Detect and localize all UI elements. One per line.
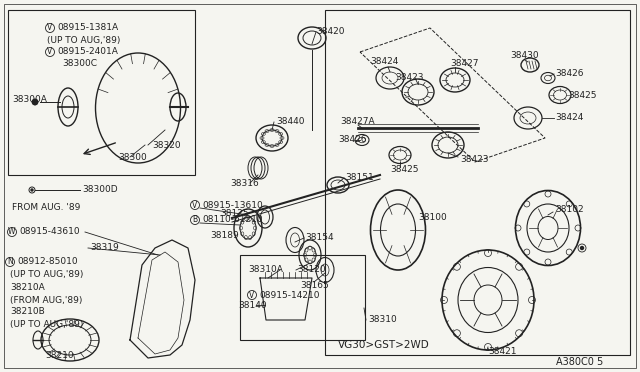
Text: 38210A: 38210A [10,283,45,292]
Text: 38151: 38151 [345,173,374,183]
Text: 38310A: 38310A [248,266,283,275]
Text: 38210B: 38210B [10,308,45,317]
Text: 38423: 38423 [395,74,424,83]
Bar [325,10,630,355]
Text: 08915-14210: 08915-14210 [259,291,319,299]
Text: 08110-61210: 08110-61210 [202,215,262,224]
Text: 38430: 38430 [510,51,539,60]
Circle shape [8,228,17,237]
Text: 38120: 38120 [297,266,326,275]
Text: (UP TO AUG,'89): (UP TO AUG,'89) [10,270,83,279]
Text: 38100: 38100 [418,214,447,222]
Text: 38423: 38423 [460,155,488,164]
Text: 38125: 38125 [220,208,248,218]
Text: 38426: 38426 [555,68,584,77]
Text: 38300: 38300 [118,153,147,161]
Text: 38424: 38424 [370,58,398,67]
Circle shape [6,257,15,266]
Circle shape [191,215,200,224]
Circle shape [32,99,38,105]
Text: 38426: 38426 [338,135,367,144]
Text: 38300A: 38300A [12,94,47,103]
Text: 08915-2401A: 08915-2401A [57,48,118,57]
Text: A380C0 5: A380C0 5 [556,357,604,367]
Circle shape [31,189,33,191]
Text: 08915-43610: 08915-43610 [19,228,79,237]
Circle shape [580,247,584,250]
Circle shape [45,48,54,57]
Text: V: V [47,48,52,57]
Text: N: N [7,257,13,266]
Text: 38300D: 38300D [82,186,118,195]
Bar [240,255,365,340]
Text: 38165: 38165 [300,282,329,291]
Text: 38440: 38440 [276,118,305,126]
Text: (UP TO AUG,'89): (UP TO AUG,'89) [47,35,120,45]
Text: FROM AUG. '89: FROM AUG. '89 [12,203,81,212]
Text: 38189: 38189 [210,231,239,240]
Text: 38425: 38425 [390,166,419,174]
Circle shape [33,99,38,105]
Text: 38210: 38210 [45,350,74,359]
Text: 38319: 38319 [90,244,119,253]
Text: 38102: 38102 [555,205,584,215]
Text: 38424: 38424 [555,113,584,122]
Text: 08912-85010: 08912-85010 [17,257,77,266]
Circle shape [191,201,200,209]
Text: 38310: 38310 [368,315,397,324]
Text: 38154: 38154 [305,232,333,241]
Text: 38140: 38140 [238,301,267,310]
Text: 08915-13610: 08915-13610 [202,201,263,209]
Text: V: V [193,201,198,209]
Text: 38425: 38425 [568,90,596,99]
Text: 08915-1381A: 08915-1381A [57,23,118,32]
Text: 38300C: 38300C [62,60,97,68]
Text: B: B [193,215,198,224]
Circle shape [248,291,257,299]
Text: 38427A: 38427A [340,118,374,126]
Text: V: V [47,23,52,32]
Text: V: V [250,291,255,299]
Text: VG30>GST>2WD: VG30>GST>2WD [338,340,429,350]
Text: 38320: 38320 [152,141,180,150]
Text: 38316: 38316 [230,179,259,187]
Text: 38421: 38421 [488,347,516,356]
Text: (FROM AUG,'89): (FROM AUG,'89) [10,295,83,305]
Text: 38427: 38427 [450,58,479,67]
Circle shape [45,23,54,32]
Bar [8,10,195,175]
Text: W: W [8,228,16,237]
Text: (UP TO AUG,'89): (UP TO AUG,'89) [10,321,83,330]
Text: 38420: 38420 [316,28,344,36]
